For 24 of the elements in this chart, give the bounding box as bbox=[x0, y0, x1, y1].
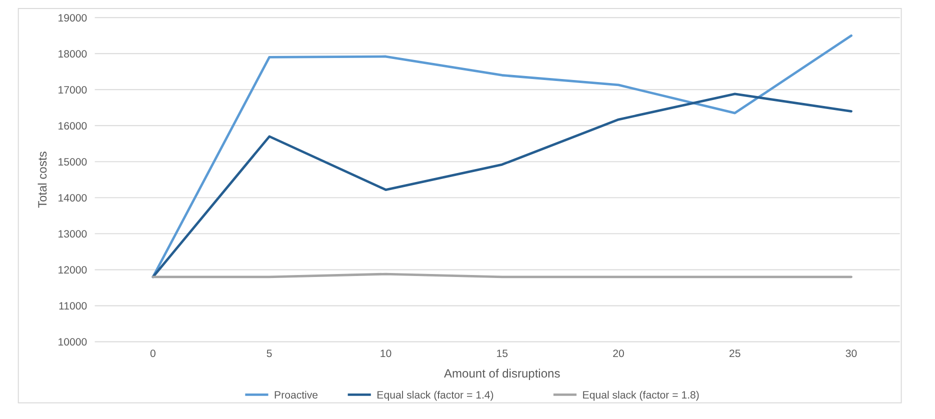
y-axis-title: Total costs bbox=[36, 151, 50, 208]
line-series bbox=[152, 34, 852, 278]
y-tick-label: 13000 bbox=[58, 228, 88, 240]
legend-label: Equal slack (factor = 1.4) bbox=[376, 389, 494, 402]
y-tick-label: 10000 bbox=[58, 336, 88, 348]
x-tick-label: 25 bbox=[729, 348, 741, 360]
x-axis-title: Amount of disruptions bbox=[444, 366, 560, 380]
y-tick-label: 17000 bbox=[58, 84, 88, 96]
y-tick-label: 11000 bbox=[58, 300, 88, 312]
y-tick-label: 15000 bbox=[58, 156, 88, 168]
y-tick-label: 18000 bbox=[58, 48, 88, 60]
legend-label: Proactive bbox=[274, 389, 318, 402]
x-tick-label: 30 bbox=[845, 348, 858, 360]
y-tick-label: 12000 bbox=[58, 264, 88, 276]
x-tick-label: 10 bbox=[380, 348, 392, 360]
y-tick-label: 16000 bbox=[58, 120, 88, 132]
y-tick-label: 14000 bbox=[58, 192, 88, 204]
line-series bbox=[152, 92, 852, 278]
x-tick-label: 15 bbox=[496, 348, 508, 360]
x-tick-label: 20 bbox=[612, 348, 625, 360]
y-tick-label: 19000 bbox=[58, 12, 88, 24]
x-tick-label: 5 bbox=[266, 348, 272, 360]
legend-label: Equal slack (factor = 1.8) bbox=[582, 389, 700, 402]
x-tick-label: 0 bbox=[150, 348, 156, 360]
